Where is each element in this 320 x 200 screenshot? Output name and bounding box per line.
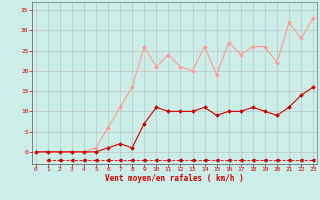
X-axis label: Vent moyen/en rafales ( km/h ): Vent moyen/en rafales ( km/h )	[105, 174, 244, 183]
